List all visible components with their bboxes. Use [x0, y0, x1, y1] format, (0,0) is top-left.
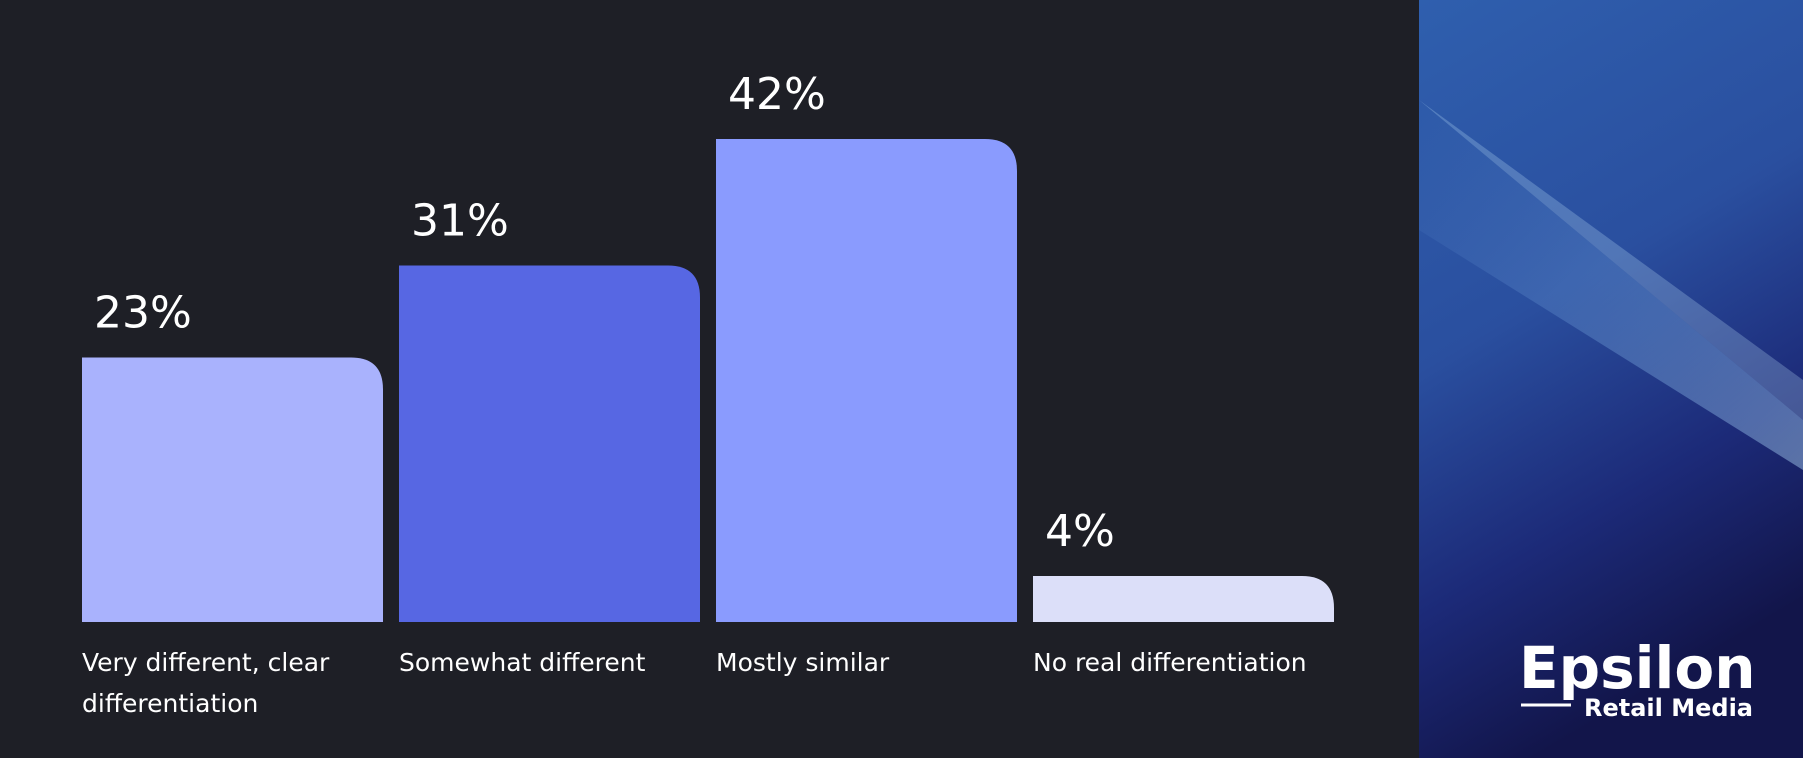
category-label: Somewhat different — [399, 648, 646, 677]
light-streak — [1419, 100, 1803, 420]
value-label: 4% — [1045, 506, 1115, 557]
bar — [1033, 576, 1334, 622]
category-label: Very different, clear differentiation — [82, 648, 330, 718]
brand-panel: Epsilon Retail Media — [1419, 0, 1803, 758]
value-label: 23% — [94, 288, 192, 339]
value-label: 31% — [411, 196, 509, 247]
logo-name: Epsilon — [1519, 634, 1756, 702]
bar — [82, 357, 383, 622]
bar — [399, 265, 700, 622]
value-label: 42% — [728, 69, 826, 120]
chart: 23% 31% 42% 4% — [82, 69, 1334, 622]
category-label: Mostly similar — [716, 648, 890, 677]
category-label: No real differentiation — [1033, 648, 1307, 677]
bar — [716, 139, 1017, 622]
logo-tagline: Retail Media — [1584, 694, 1753, 722]
light-streak — [1419, 100, 1803, 470]
